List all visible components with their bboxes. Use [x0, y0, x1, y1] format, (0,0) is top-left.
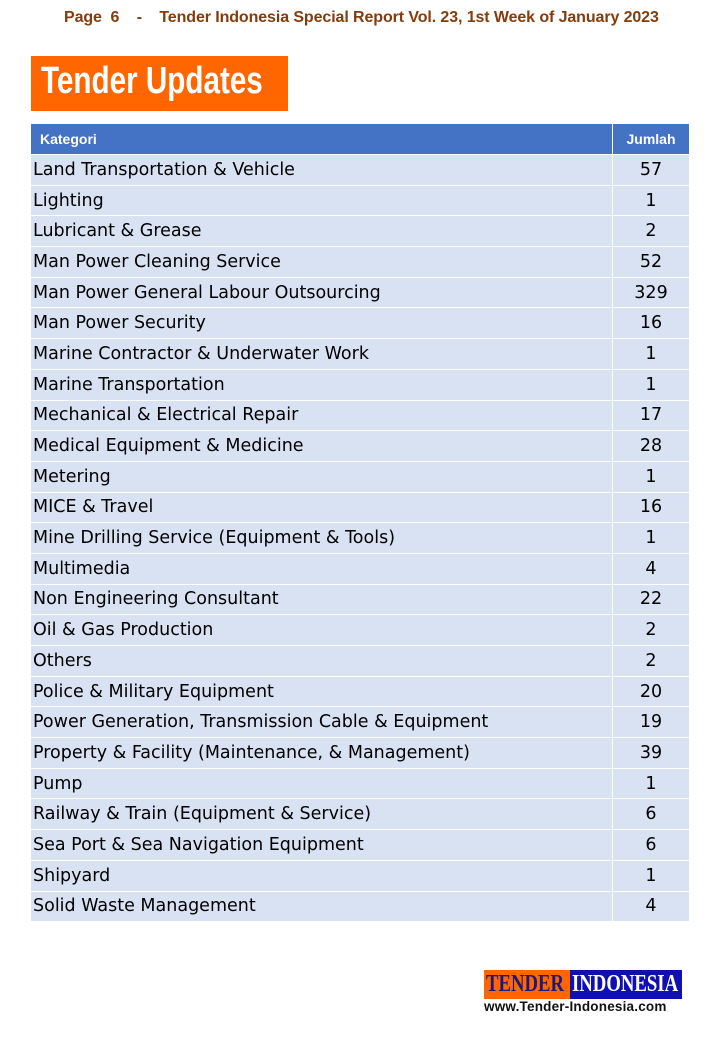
logo-part1: TENDER	[486, 971, 565, 997]
count-cell: 1	[612, 184, 689, 217]
category-cell: Marine Transportation	[31, 368, 613, 401]
table-row: Marine Contractor & Underwater Work 1	[31, 338, 689, 370]
category-cell: Power Generation, Transmission Cable & E…	[31, 706, 613, 739]
table-row: Marine Transportation 1	[31, 368, 689, 401]
tender-indonesia-logo: TENDER INDONESIA	[484, 970, 682, 999]
count-cell: 1	[612, 767, 689, 800]
table-row: Shipyard 1	[31, 859, 689, 892]
count-cell: 19	[612, 706, 689, 739]
count-cell: 20	[612, 675, 689, 708]
count-cell: 16	[612, 307, 689, 340]
column-header-jumlah: Jumlah	[612, 123, 689, 155]
count-cell: 1	[612, 522, 689, 554]
table-row: Property & Facility (Maintenance, & Mana…	[31, 737, 689, 769]
category-cell: Shipyard	[31, 859, 613, 892]
category-cell: Medical Equipment & Medicine	[31, 430, 613, 462]
category-cell: Solid Waste Management	[31, 890, 613, 923]
count-cell: 329	[612, 276, 689, 309]
table-row: Lighting 1	[31, 184, 689, 217]
table-row: Power Generation, Transmission Cable & E…	[31, 706, 689, 739]
table-row: Medical Equipment & Medicine 28	[31, 430, 689, 462]
category-cell: Land Transportation & Vehicle	[31, 154, 613, 186]
category-cell: Marine Contractor & Underwater Work	[31, 338, 613, 370]
count-cell: 4	[612, 552, 689, 585]
count-cell: 6	[612, 798, 689, 831]
table-row: Multimedia 4	[31, 552, 689, 585]
section-banner: Tender Updates	[31, 56, 288, 111]
count-cell: 28	[612, 430, 689, 462]
table-row: Oil & Gas Production 2	[31, 614, 689, 646]
table-header-row: Kategori Jumlah	[31, 123, 689, 155]
category-cell: Metering	[31, 460, 613, 493]
table-row: Land Transportation & Vehicle 57	[31, 154, 689, 186]
category-cell: Pump	[31, 767, 613, 800]
count-cell: 16	[612, 491, 689, 524]
category-cell: Others	[31, 645, 613, 677]
category-cell: Man Power Cleaning Service	[31, 246, 613, 278]
count-cell: 39	[612, 737, 689, 769]
category-cell: Mechanical & Electrical Repair	[31, 399, 613, 432]
count-cell: 52	[612, 246, 689, 278]
category-cell: Oil & Gas Production	[31, 614, 613, 646]
count-cell: 17	[612, 399, 689, 432]
table-row: Man Power Cleaning Service 52	[31, 246, 689, 278]
category-cell: Lubricant & Grease	[31, 215, 613, 248]
category-cell: MICE & Travel	[31, 491, 613, 524]
count-cell: 1	[612, 859, 689, 892]
table-row: Others 2	[31, 645, 689, 677]
page-header: Page 6 - Tender Indonesia Special Report…	[64, 9, 659, 26]
count-cell: 2	[612, 614, 689, 646]
count-cell: 4	[612, 890, 689, 923]
table-row: Man Power General Labour Outsourcing 329	[31, 276, 689, 309]
table-row: MICE & Travel 16	[31, 491, 689, 524]
tender-table: Kategori Jumlah Land Transportation & Ve…	[31, 123, 689, 923]
logo-part2: INDONESIA	[572, 971, 679, 997]
count-cell: 57	[612, 154, 689, 186]
count-cell: 22	[612, 583, 689, 616]
table-row: Man Power Security 16	[31, 307, 689, 340]
table-row: Solid Waste Management 4	[31, 890, 689, 923]
table-row: Metering 1	[31, 460, 689, 493]
category-cell: Man Power Security	[31, 307, 613, 340]
category-cell: Multimedia	[31, 552, 613, 585]
category-cell: Property & Facility (Maintenance, & Mana…	[31, 737, 613, 769]
table-row: Police & Military Equipment 20	[31, 675, 689, 708]
section-title: Tender Updates	[41, 60, 263, 102]
table-row: Non Engineering Consultant 22	[31, 583, 689, 616]
table-row: Mine Drilling Service (Equipment & Tools…	[31, 522, 689, 554]
category-cell: Mine Drilling Service (Equipment & Tools…	[31, 522, 613, 554]
table-row: Lubricant & Grease 2	[31, 215, 689, 248]
category-cell: Police & Military Equipment	[31, 675, 613, 708]
count-cell: 1	[612, 338, 689, 370]
category-cell: Railway & Train (Equipment & Service)	[31, 798, 613, 831]
table-row: Railway & Train (Equipment & Service) 6	[31, 798, 689, 831]
column-header-kategori: Kategori	[31, 123, 613, 155]
category-cell: Non Engineering Consultant	[31, 583, 613, 616]
count-cell: 1	[612, 368, 689, 401]
count-cell: 2	[612, 215, 689, 248]
count-cell: 1	[612, 460, 689, 493]
category-cell: Sea Port & Sea Navigation Equipment	[31, 829, 613, 861]
category-cell: Lighting	[31, 184, 613, 217]
count-cell: 6	[612, 829, 689, 861]
count-cell: 2	[612, 645, 689, 677]
table-row: Sea Port & Sea Navigation Equipment 6	[31, 829, 689, 861]
table-row: Mechanical & Electrical Repair 17	[31, 399, 689, 432]
table-row: Pump 1	[31, 767, 689, 800]
category-cell: Man Power General Labour Outsourcing	[31, 276, 613, 309]
website-url: www.Tender-Indonesia.com	[484, 999, 667, 1014]
